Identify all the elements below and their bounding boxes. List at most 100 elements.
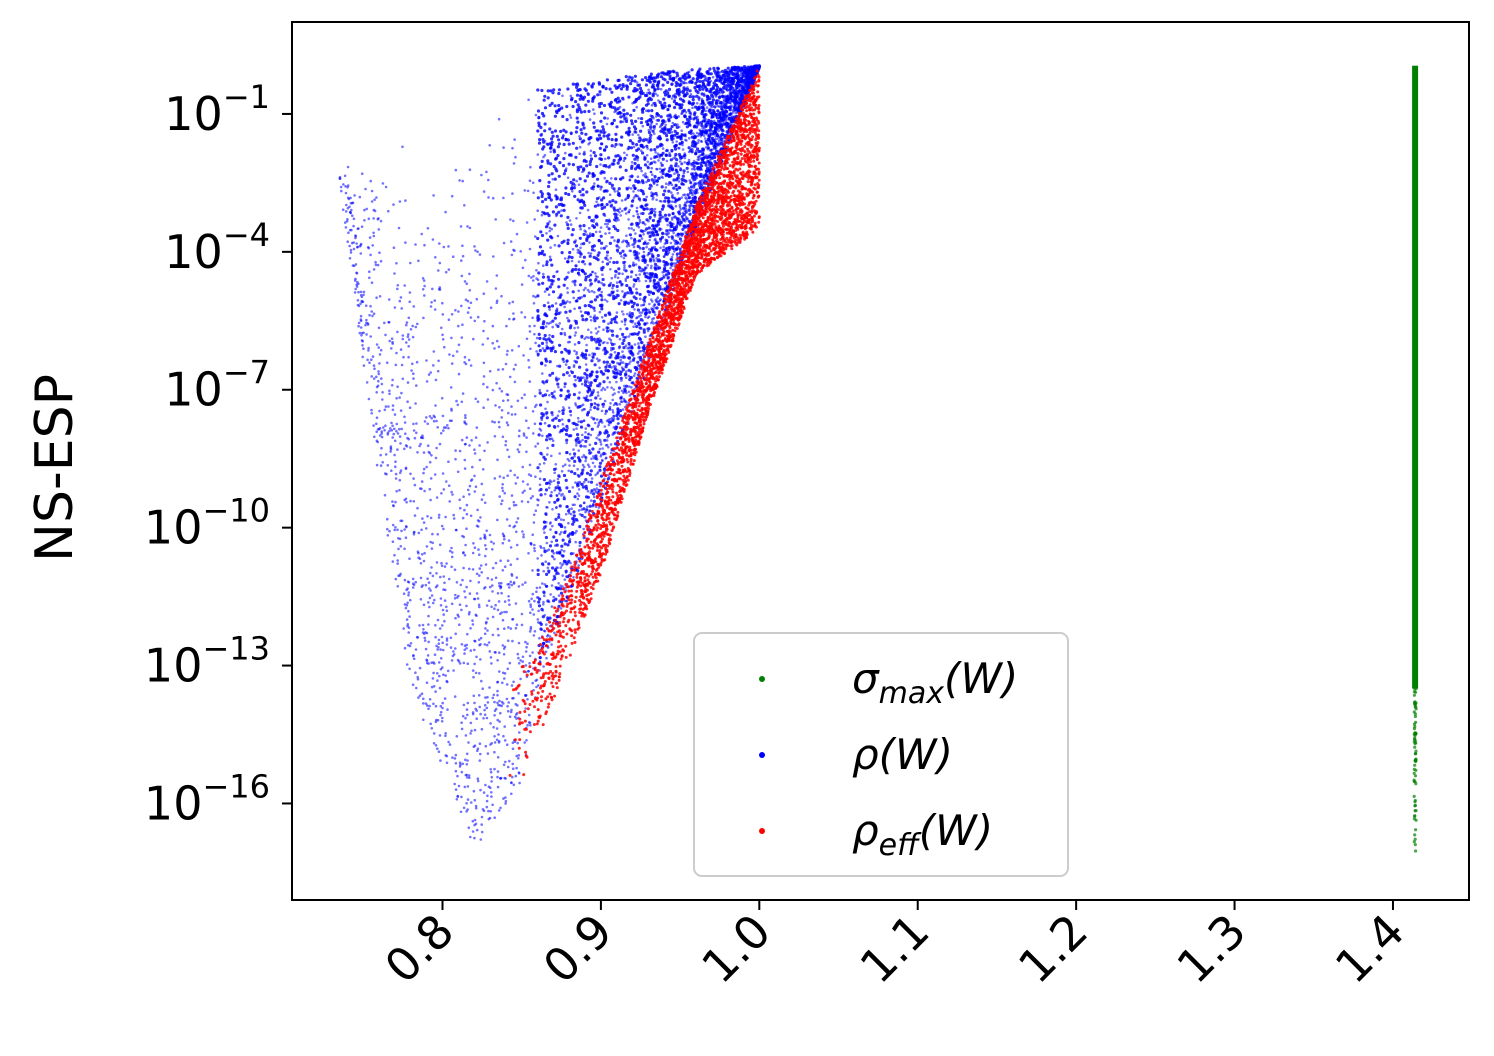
data-point: [628, 208, 631, 212]
data-point: [541, 347, 545, 350]
data-point: [479, 838, 483, 841]
data-point: [613, 145, 617, 149]
data-point: [532, 513, 536, 516]
data-point: [422, 559, 426, 563]
data-point: [574, 531, 577, 535]
data-point: [481, 343, 485, 346]
data-point: [633, 79, 637, 83]
data-point: [668, 151, 671, 155]
data-point: [640, 304, 643, 307]
data-point: [582, 232, 586, 236]
data-point: [478, 574, 481, 577]
data-point: [391, 378, 394, 382]
data-point: [649, 72, 654, 76]
data-point: [484, 547, 488, 551]
data-point: [536, 498, 539, 501]
data-point: [633, 322, 637, 326]
data-point: [393, 553, 396, 557]
data-point: [538, 636, 541, 640]
data-point: [693, 168, 696, 171]
data-point: [411, 362, 414, 366]
data-point: [406, 623, 410, 626]
data-point: [471, 465, 474, 469]
data-point: [473, 648, 476, 652]
data-point: [623, 151, 626, 155]
data-point: [517, 772, 521, 775]
data-point: [372, 364, 376, 367]
data-point: [563, 257, 567, 260]
data-point: [637, 225, 641, 229]
data-point: [551, 334, 555, 339]
data-point: [650, 178, 654, 182]
data-point: [400, 529, 403, 533]
data-point: [563, 277, 567, 281]
data-point: [600, 409, 604, 413]
data-point: [603, 205, 607, 209]
data-point: [598, 230, 602, 233]
data-point: [491, 566, 495, 570]
data-point: [501, 644, 505, 647]
data-point: [602, 246, 606, 250]
data-point: [494, 404, 497, 407]
data-point: [549, 162, 553, 166]
data-point: [691, 167, 694, 171]
data-point: [389, 448, 393, 451]
data-point: [518, 781, 521, 785]
data-point: [513, 724, 517, 727]
data-point: [405, 663, 409, 666]
data-point: [656, 152, 660, 155]
data-point: [372, 377, 376, 380]
data-point: [531, 316, 534, 320]
data-point: [518, 443, 522, 447]
data-point: [516, 652, 520, 656]
data-point: [377, 427, 381, 431]
data-point: [668, 181, 672, 185]
data-point: [463, 443, 467, 446]
data-point: [612, 158, 616, 162]
data-point: [508, 301, 511, 305]
data-point: [396, 562, 400, 565]
data-point: [515, 754, 518, 758]
data-point: [556, 234, 560, 238]
data-point: [532, 294, 535, 298]
data-point: [514, 626, 518, 630]
data-point: [509, 580, 513, 584]
data-point: [679, 220, 683, 225]
data-point: [455, 581, 459, 584]
data-point: [440, 635, 444, 639]
data-point: [398, 200, 402, 203]
data-point: [590, 489, 594, 493]
data-point: [570, 507, 573, 511]
data-point: [425, 416, 428, 419]
data-point: [484, 744, 488, 748]
data-point: [575, 444, 578, 447]
data-point: [608, 87, 612, 91]
data-point: [482, 717, 485, 720]
data-point: [615, 281, 619, 284]
data-point: [632, 190, 635, 193]
data-point: [473, 701, 476, 705]
data-point: [474, 436, 478, 439]
data-point: [344, 226, 348, 229]
data-point: [440, 492, 443, 495]
data-point: [356, 299, 360, 302]
data-point: [398, 488, 401, 492]
data-point: [421, 517, 424, 520]
data-point: [529, 627, 533, 631]
data-point: [527, 713, 531, 717]
data-point: [409, 499, 412, 503]
data-point: [503, 600, 507, 603]
data-point: [594, 488, 597, 492]
data-point: [543, 393, 548, 397]
data-point: [526, 698, 529, 701]
data-point: [511, 639, 514, 643]
data-point: [380, 446, 383, 450]
data-point: [538, 463, 542, 466]
data-point: [396, 432, 400, 435]
data-point: [560, 530, 563, 534]
data-point: [489, 722, 492, 725]
data-point: [393, 439, 397, 443]
data-point: [528, 380, 532, 383]
data-point: [486, 701, 490, 704]
data-point: [627, 390, 631, 394]
